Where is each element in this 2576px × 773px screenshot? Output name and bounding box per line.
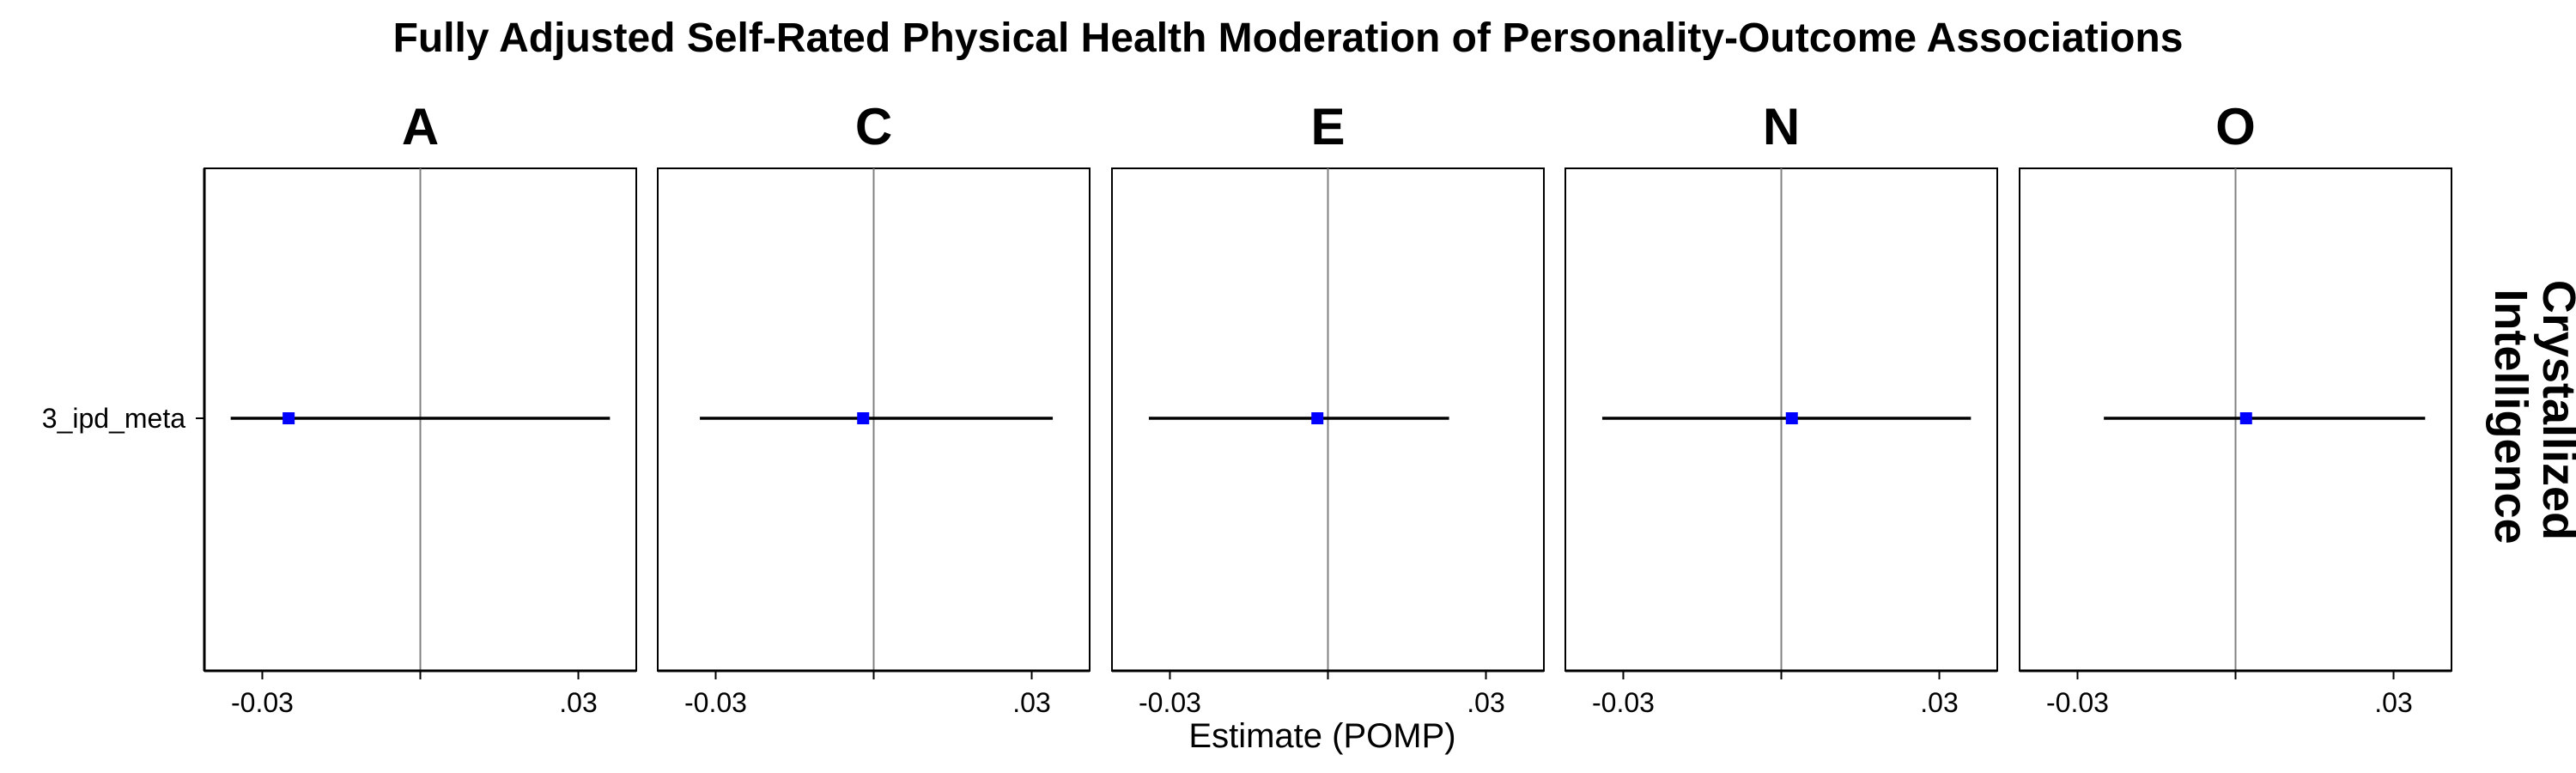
estimate-point-a [283, 412, 295, 424]
x-tick-label-a-2: .03 [559, 687, 597, 718]
facet-title-e: E [1310, 98, 1345, 155]
x-tick-label-e-0: -0.03 [1139, 687, 1201, 718]
row-strip-line-1: Crystallized [2533, 280, 2576, 540]
facet-title-c: C [855, 98, 892, 155]
row-strip-line-2: Intelligence [2485, 289, 2537, 544]
estimate-point-n [1785, 412, 1798, 424]
x-tick-label-e-2: .03 [1467, 687, 1504, 718]
x-tick-label-n-0: -0.03 [1592, 687, 1655, 718]
facet-panels: A -0.03 .03 C -0.03 .03 E -0.03 .03 N -0.03 .03 O -0.… [42, 98, 2452, 718]
x-axis-title: Estimate (POMP) [1188, 717, 1455, 755]
estimate-point-c [857, 412, 870, 424]
row-strip-label: Crystallized Intelligence [2485, 280, 2576, 553]
facet-title-a: A [402, 98, 439, 155]
x-tick-label-a-0: -0.03 [231, 687, 294, 718]
facet-title-o: O [2215, 98, 2256, 155]
x-tick-label-c-0: -0.03 [684, 687, 747, 718]
x-tick-label-o-0: -0.03 [2046, 687, 2109, 718]
facet-title-n: N [1763, 98, 1800, 155]
estimate-point-o [2239, 412, 2252, 424]
chart-title: Fully Adjusted Self-Rated Physical Healt… [393, 15, 2184, 61]
estimate-point-e [1311, 412, 1324, 424]
x-tick-label-n-2: .03 [1920, 687, 1958, 718]
y-tick-label-0: 3_ipd_meta [42, 403, 185, 434]
x-tick-label-c-2: .03 [1012, 687, 1050, 718]
x-tick-label-o-2: .03 [2374, 687, 2412, 718]
